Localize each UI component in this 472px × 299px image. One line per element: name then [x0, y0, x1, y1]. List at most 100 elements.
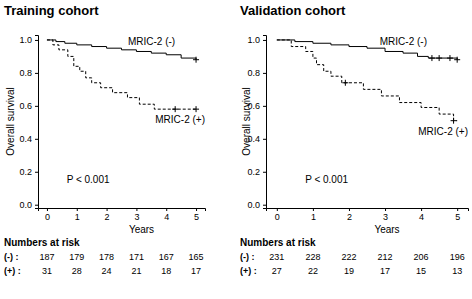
tick-label: 1 — [311, 212, 316, 222]
censor-mark — [193, 106, 199, 112]
tick-label: 0.4 — [19, 134, 32, 144]
tick: 3 — [134, 208, 139, 222]
tick-label: 2 — [105, 212, 110, 222]
tick: 2 — [105, 208, 110, 222]
tick-label: 0 — [275, 212, 280, 222]
censor-mark — [429, 55, 435, 61]
tick-mark — [136, 208, 137, 211]
risk-count: 19 — [344, 266, 354, 276]
y-axis-title: Overall survival — [5, 87, 16, 155]
risk-count: 17 — [380, 266, 390, 276]
tick: 5 — [455, 208, 460, 222]
risk-count: 179 — [69, 252, 84, 262]
tick-label: 0.8 — [247, 68, 260, 78]
tick-label: 0 — [45, 212, 50, 222]
plot-area — [277, 40, 460, 124]
tick-label: 1 — [75, 212, 80, 222]
tick: 4 — [419, 208, 424, 222]
risk-count: 17 — [191, 266, 201, 276]
tick-mark — [263, 205, 266, 206]
censor-mark — [451, 118, 457, 124]
tick-mark — [263, 106, 266, 107]
tick: 0.8 — [247, 68, 266, 78]
risk-count: 28 — [72, 266, 82, 276]
tick-mark — [196, 208, 197, 211]
risk-count: 212 — [378, 252, 393, 262]
axis-line — [263, 36, 267, 209]
risk-row-label: (-) : — [240, 252, 255, 262]
panel: Validation cohort0.00.20.40.60.81.001234… — [240, 3, 469, 276]
title: Validation cohort — [240, 3, 346, 18]
tick-mark — [263, 73, 266, 74]
risk-table-title: Numbers at risk — [240, 237, 316, 248]
x-axis: 012345 — [39, 208, 206, 222]
tick-label: 1.0 — [247, 35, 260, 45]
tick: 1 — [75, 208, 80, 222]
tick-mark — [421, 208, 422, 211]
risk-count: 171 — [129, 252, 144, 262]
tick-mark — [35, 172, 38, 173]
tick: 0.2 — [247, 167, 266, 177]
risk-count: 196 — [450, 252, 465, 262]
risk-count: 18 — [161, 266, 171, 276]
risk-count: 231 — [269, 252, 284, 262]
tick: 0.0 — [247, 200, 266, 210]
series-label: MRIC-2 (-) — [380, 36, 427, 47]
title: Training cohort — [4, 3, 99, 18]
tick-mark — [349, 208, 350, 211]
tick-mark — [385, 208, 386, 211]
tick-label: 0.6 — [19, 101, 32, 111]
series-label: MRIC-2 (+) — [155, 114, 205, 125]
tick-label: 0.2 — [247, 167, 260, 177]
censor-mark — [447, 55, 453, 61]
tick-label: 3 — [134, 212, 139, 222]
tick-mark — [77, 208, 78, 211]
annotation: P < 0.001 — [305, 174, 348, 185]
tick-mark — [35, 106, 38, 107]
tick: 0 — [45, 208, 50, 222]
risk-count: 165 — [189, 252, 204, 262]
risk-count: 22 — [308, 266, 318, 276]
risk-count: 178 — [99, 252, 114, 262]
risk-count: 228 — [305, 252, 320, 262]
tick-mark — [35, 40, 38, 41]
tick: 1.0 — [247, 35, 266, 45]
tick-mark — [35, 139, 38, 140]
tick-mark — [47, 208, 48, 211]
risk-row-label: (+) : — [240, 266, 257, 276]
tick-mark — [313, 208, 314, 211]
tick: 0 — [275, 208, 280, 222]
survival-curve — [277, 40, 457, 60]
risk-count: 31 — [42, 266, 52, 276]
risk-row-label: (-) : — [4, 252, 19, 262]
tick: 3 — [383, 208, 388, 222]
tick-mark — [263, 172, 266, 173]
risk-table-title: Numbers at risk — [4, 237, 80, 248]
tick: 1 — [311, 208, 316, 222]
tick-mark — [263, 139, 266, 140]
series-label: MRIC-2 (+) — [418, 126, 468, 137]
tick: 0.2 — [19, 167, 38, 177]
censor-mark — [172, 106, 178, 112]
tick-label: 0.2 — [19, 167, 32, 177]
tick-mark — [107, 208, 108, 211]
series-label: MRIC-2 (-) — [128, 36, 175, 47]
panel: Training cohort0.00.20.40.60.81.0012345O… — [4, 3, 206, 276]
risk-count: 167 — [159, 252, 174, 262]
tick: 0.4 — [19, 134, 38, 144]
risk-count: 222 — [341, 252, 356, 262]
x-axis-title: Years — [129, 224, 154, 235]
axis-line — [35, 36, 39, 209]
censor-mark — [436, 55, 442, 61]
axis-line — [267, 209, 469, 212]
tick-mark — [277, 208, 278, 211]
tick: 1.0 — [19, 35, 38, 45]
x-axis: 0 1 2 3 4 5 — [267, 208, 469, 222]
risk-count: 206 — [414, 252, 429, 262]
tick-label: 4 — [164, 212, 169, 222]
tick-label: 1.0 — [19, 35, 32, 45]
tick: 2 — [347, 208, 352, 222]
tick-mark — [35, 73, 38, 74]
tick: 0.8 — [19, 68, 38, 78]
tick-label: 0.8 — [19, 68, 32, 78]
